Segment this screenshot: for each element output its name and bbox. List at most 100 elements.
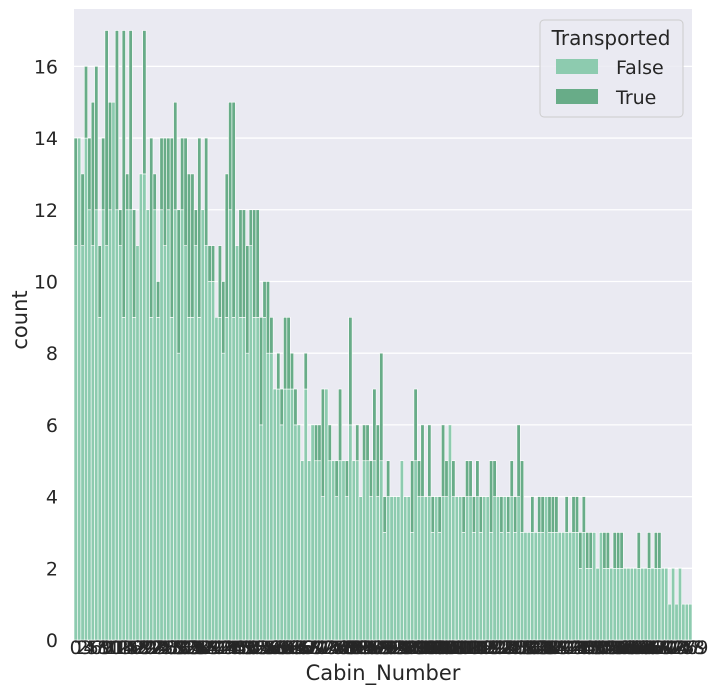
bar-true xyxy=(293,388,298,426)
x-tick-label: 159 xyxy=(603,637,639,659)
x-tick-label: 162 xyxy=(614,637,650,659)
x-tick-label: 167 xyxy=(631,637,667,659)
bar-false xyxy=(283,388,288,641)
bar-true xyxy=(513,496,518,533)
x-tick-label: 91 xyxy=(376,637,400,659)
x-tick-label: 85 xyxy=(355,637,379,659)
bar-false xyxy=(87,209,92,641)
bar-false xyxy=(554,532,559,641)
bar-true xyxy=(334,460,339,497)
bar-true xyxy=(159,137,164,211)
bar-true xyxy=(286,317,291,390)
bar-true xyxy=(255,209,260,318)
x-tick-label: 8 xyxy=(97,637,109,659)
x-tick-label: 32 xyxy=(173,637,197,659)
bar-false xyxy=(338,460,343,641)
legend-swatch-true xyxy=(556,89,598,104)
bar-true xyxy=(379,352,384,462)
x-tick-label: 166 xyxy=(628,637,664,659)
x-tick-label: 14 xyxy=(112,637,136,659)
bar-true xyxy=(303,352,308,390)
x-tick-label: 65 xyxy=(287,637,311,659)
x-tick-label: 93 xyxy=(383,637,407,659)
bar-true xyxy=(276,352,281,390)
bar-true xyxy=(166,137,171,211)
bar-false xyxy=(540,532,545,641)
bar-false xyxy=(564,532,569,641)
bar-false xyxy=(437,532,442,641)
x-tick-label: 176 xyxy=(662,637,698,659)
bar-false xyxy=(386,496,391,641)
bar-false xyxy=(303,388,308,641)
bar-false xyxy=(176,352,181,641)
bar-false xyxy=(650,567,655,641)
x-tick-label: 130 xyxy=(504,637,540,659)
bar-false xyxy=(509,496,514,641)
x-tick-label: 5 xyxy=(87,637,99,659)
x-tick-label: 161 xyxy=(610,637,646,659)
bar-true xyxy=(653,532,658,569)
bar-true xyxy=(588,532,593,569)
x-tick-label: 120 xyxy=(470,637,506,659)
bar-false xyxy=(197,317,202,641)
bar-false xyxy=(389,496,394,641)
x-tick-label: 101 xyxy=(404,637,440,659)
bar-false xyxy=(544,496,549,641)
bar-false xyxy=(173,209,178,641)
bar-true xyxy=(420,424,425,497)
bar-false xyxy=(557,532,562,641)
bar-true xyxy=(248,209,253,246)
x-tick-label: 173 xyxy=(652,637,688,659)
x-tick-label: 42 xyxy=(208,637,232,659)
legend: Transported False True xyxy=(539,19,684,118)
x-tick-label: 25 xyxy=(149,637,173,659)
bar-true xyxy=(217,245,222,318)
bar-false xyxy=(612,567,617,641)
bar-false xyxy=(626,567,631,641)
x-tick-label: 134 xyxy=(518,637,554,659)
bar-false xyxy=(502,496,507,641)
bar-false xyxy=(152,209,157,641)
bar-false xyxy=(128,209,133,641)
bar-false xyxy=(513,532,518,641)
bar-true xyxy=(451,460,456,497)
x-tick-label: 15 xyxy=(115,637,139,659)
bar-false xyxy=(382,532,387,641)
bar-false xyxy=(351,460,356,641)
x-tick-label: 123 xyxy=(480,637,516,659)
bar-true xyxy=(252,209,257,318)
x-tick-label: 140 xyxy=(538,637,574,659)
bar-false xyxy=(495,496,501,641)
bar-false xyxy=(430,532,435,641)
bar-false xyxy=(265,352,270,641)
bar-true xyxy=(427,424,432,497)
bar-false xyxy=(190,317,195,641)
bar-false xyxy=(458,496,463,641)
bar-false xyxy=(156,317,161,641)
x-tick-label: 43 xyxy=(211,637,235,659)
legend-label-true: True xyxy=(615,87,656,109)
bar-false xyxy=(289,388,295,641)
x-tick-label: 168 xyxy=(634,637,670,659)
x-tick-label: 106 xyxy=(422,637,458,659)
bar-false xyxy=(406,496,411,641)
x-tick-label: 13 xyxy=(108,637,132,659)
bar-false xyxy=(368,496,373,641)
bar-false xyxy=(104,245,109,641)
bar-true xyxy=(647,532,652,569)
bar-false xyxy=(355,460,360,641)
x-tick-label: 48 xyxy=(228,637,252,659)
x-tick-label: 135 xyxy=(521,637,557,659)
x-tick-label: 145 xyxy=(555,637,591,659)
x-tick-label: 49 xyxy=(232,637,256,659)
bar-true xyxy=(468,460,473,497)
bar-false xyxy=(530,532,535,641)
bar-false xyxy=(643,567,648,641)
bar-true xyxy=(540,496,545,533)
x-tick-label: 99 xyxy=(404,637,428,659)
x-tick-label: 158 xyxy=(600,637,636,659)
x-tick-label: 112 xyxy=(442,637,478,659)
bar-true xyxy=(317,424,322,462)
y-tick-label: 4 xyxy=(46,487,58,509)
bar-false xyxy=(598,532,604,641)
